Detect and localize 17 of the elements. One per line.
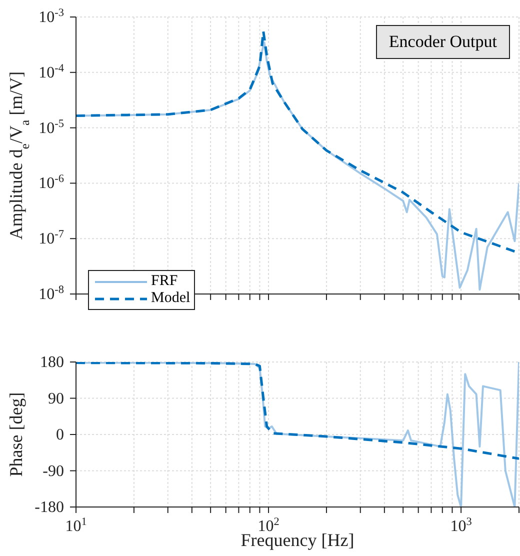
y-tick-label: 10$^{-7}$ xyxy=(38,228,64,248)
y-tick-label: -90 xyxy=(42,462,64,480)
x-tick-label: 10$^{3}$ xyxy=(450,516,472,535)
y-tick-label: 10$^{-5}$ xyxy=(38,118,64,137)
y-tick-label: 0 xyxy=(56,426,64,444)
y-tick-label: -180 xyxy=(34,499,64,516)
y-axis-title: Phase [deg] xyxy=(6,392,26,477)
text: Encoder Output xyxy=(376,25,510,59)
y-tick-label: 10$^{-8}$ xyxy=(38,284,64,303)
y-tick-label: 10$^{-3}$ xyxy=(38,7,64,26)
y-tick-label: 180 xyxy=(40,354,64,371)
x-tick-label: 10$^{1}$ xyxy=(65,516,87,535)
legend-label: Model xyxy=(151,290,190,307)
y-tick-label: 90 xyxy=(48,390,64,408)
y-tick-label: 10$^{-4}$ xyxy=(38,62,64,82)
legend-label: FRF xyxy=(151,273,178,290)
y-tick-label: 10$^{-6}$ xyxy=(38,173,64,192)
